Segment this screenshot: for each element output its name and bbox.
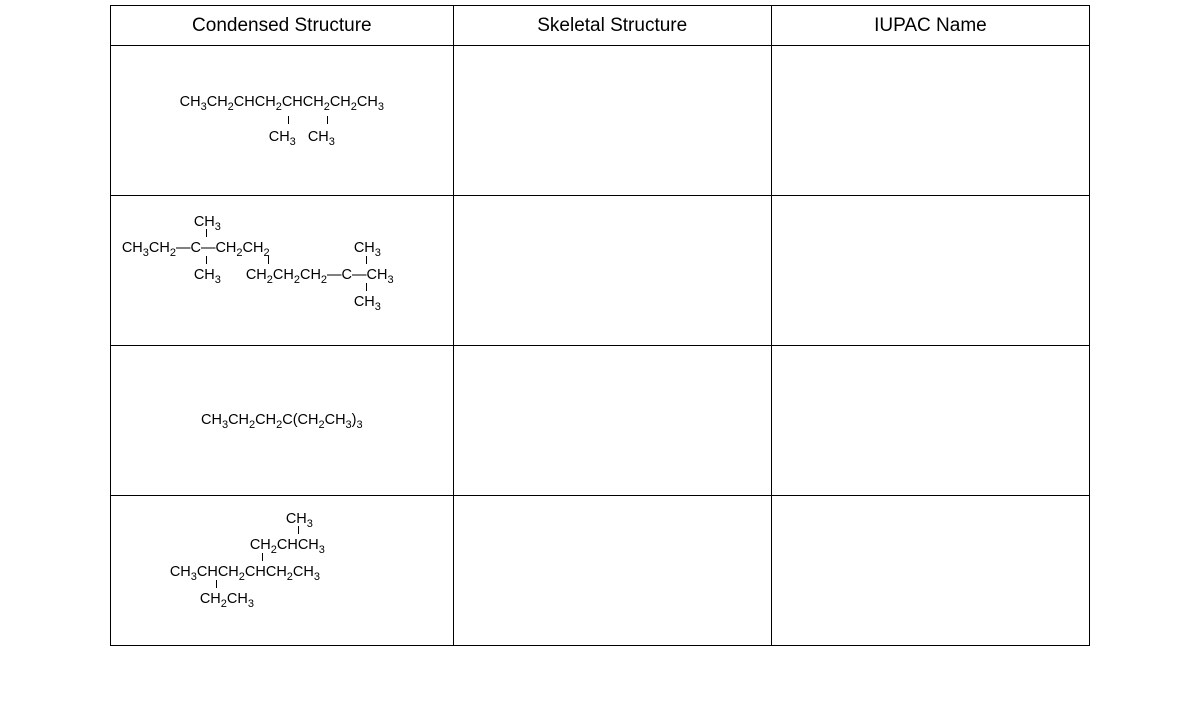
table-row: CH3CH2CHCH2CHCH2CH2CH3 CH3 CH3 (111, 46, 1090, 196)
condensed-cell-1: CH3CH2CHCH2CHCH2CH2CH3 CH3 CH3 (111, 46, 454, 196)
skeletal-cell-4 (453, 496, 771, 646)
structure-table-container: Condensed Structure Skeletal Structure I… (110, 5, 1090, 646)
header-iupac: IUPAC Name (771, 6, 1089, 46)
formula-3: CH3CH2CH2C(CH2CH3)3 (201, 411, 363, 431)
skeletal-cell-1 (453, 46, 771, 196)
table-row: CH3CH2CH2C(CH2CH3)3 (111, 346, 1090, 496)
header-skeletal: Skeletal Structure (453, 6, 771, 46)
condensed-cell-4: CH3 CH2CHCH3 CH3CHCH2CHCH2CH3 CH2CH3 (111, 496, 454, 646)
header-row: Condensed Structure Skeletal Structure I… (111, 6, 1090, 46)
condensed-cell-2: CH3 CH3CH2—C—CH2CH2 CH3 CH3 CH2CH2CH2—C—… (111, 196, 454, 346)
iupac-cell-3 (771, 346, 1089, 496)
iupac-cell-2 (771, 196, 1089, 346)
header-condensed: Condensed Structure (111, 6, 454, 46)
iupac-cell-4 (771, 496, 1089, 646)
table-row: CH3 CH2CHCH3 CH3CHCH2CHCH2CH3 CH2CH3 (111, 496, 1090, 646)
iupac-cell-1 (771, 46, 1089, 196)
formula-4: CH3 CH2CHCH3 CH3CHCH2CHCH2CH3 CH2CH3 (142, 511, 422, 631)
formula-2: CH3 CH3CH2—C—CH2CH2 CH3 CH3 CH2CH2CH2—C—… (122, 206, 442, 336)
condensed-cell-3: CH3CH2CH2C(CH2CH3)3 (111, 346, 454, 496)
skeletal-cell-3 (453, 346, 771, 496)
structure-table: Condensed Structure Skeletal Structure I… (110, 5, 1090, 646)
formula-1: CH3CH2CHCH2CHCH2CH2CH3 CH3 CH3 (180, 93, 384, 148)
table-row: CH3 CH3CH2—C—CH2CH2 CH3 CH3 CH2CH2CH2—C—… (111, 196, 1090, 346)
skeletal-cell-2 (453, 196, 771, 346)
